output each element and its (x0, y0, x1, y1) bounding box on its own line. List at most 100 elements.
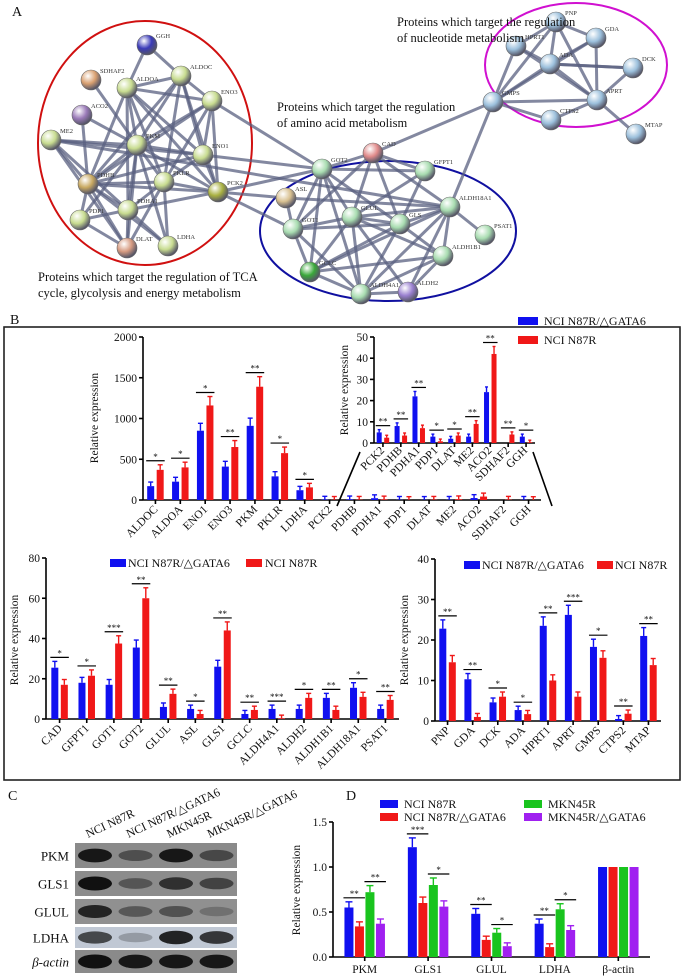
y-axis-label: Relative expression (291, 845, 303, 936)
caption-nucleotide-1: Proteins which target the regulation (397, 15, 576, 29)
y-tick-label: 60 (29, 593, 41, 605)
x-tick-label: ASL (177, 723, 201, 747)
protein-node (545, 11, 567, 33)
network-edge (211, 99, 323, 171)
protein-label: SDHAF2 (100, 68, 125, 75)
bar-GDA (464, 679, 472, 721)
bar-ACO2 (491, 353, 497, 443)
protein-label: ENO3 (221, 89, 238, 96)
y-tick-label: 0 (34, 714, 40, 726)
x-tick-label: LDHA (539, 964, 572, 976)
significance-stars: ** (544, 604, 554, 614)
significance-stars: * (524, 421, 529, 431)
bar-GMPS (589, 646, 597, 721)
x-tick-label: GOT2 (117, 722, 146, 751)
network-edge (350, 152, 375, 218)
bar-PSAT1 (386, 699, 394, 719)
significance-stars: *** (107, 623, 121, 633)
bar-PKLR (271, 476, 279, 500)
network-edge (372, 100, 494, 155)
blot-band (78, 848, 112, 863)
x-tick-label: PDP1 (382, 503, 410, 531)
x-tick-label: MTAP (623, 725, 653, 755)
inset-legend: NCI N87R/△GATA6 NCI N87R (518, 314, 646, 347)
network-edge (292, 222, 401, 231)
bar-LDHA (305, 487, 313, 500)
significance-stars: ** (381, 683, 391, 693)
panel-b-frame (3, 326, 681, 781)
tca-group-ring (37, 20, 253, 266)
bar-GLUL (471, 913, 481, 957)
bar-PKM (375, 923, 385, 957)
protein-interaction-network: GGH SDHAF2 ALDOA ALDOC ENO3 ACO2 ME2 PKM ENO1 PKL… (37, 2, 668, 305)
protein-node (207, 181, 229, 203)
protein-label: ENO1 (212, 143, 229, 150)
protein-node (439, 196, 461, 218)
legend-swatch-blue (518, 317, 538, 325)
network-edge (308, 168, 324, 273)
network-edge (351, 169, 426, 219)
significance-stars: *** (566, 592, 580, 602)
caption-amino-2: of amino acid metabolism (277, 116, 407, 130)
significance-stars: * (496, 679, 501, 689)
blot-band (159, 877, 193, 890)
significance-stars: ** (486, 333, 496, 343)
bar-DLAT (455, 435, 461, 443)
bar-GLS1 (407, 847, 417, 957)
y-axis-label: Relative expression (339, 345, 351, 436)
significance-stars: * (596, 626, 601, 636)
bar-ACO2 (470, 498, 478, 500)
bar-PDHA1 (371, 498, 379, 500)
network-edge (86, 87, 129, 185)
protein-label: GOT1 (302, 217, 319, 224)
protein-label: ACO2 (91, 103, 108, 110)
bar-HPRT1 (539, 625, 547, 721)
network-edge (87, 182, 219, 194)
amino-acid-group-ring (259, 160, 517, 302)
network-edge (291, 151, 375, 231)
bar-CAD (51, 667, 59, 719)
protein-node (299, 261, 321, 283)
bar-GLUL (481, 939, 491, 957)
protein-label: APRT (606, 88, 622, 95)
nucleotide-group-ring (484, 2, 668, 128)
protein-label: ALDH18A1 (459, 195, 492, 202)
protein-node (585, 27, 607, 49)
blot-band (118, 906, 153, 917)
bar-GGH (519, 436, 525, 443)
protein-node (117, 199, 139, 221)
significance-stars: ** (396, 410, 406, 420)
bar-PNP (439, 628, 447, 721)
protein-label: GOT2 (331, 157, 348, 164)
significance-stars: ** (477, 896, 487, 906)
protein-node (77, 173, 99, 195)
y-tick-label: 80 (29, 553, 41, 565)
bar-GLUL (159, 706, 167, 719)
protein-label: PDHA1 (137, 198, 158, 205)
x-tick-label: GLS1 (200, 722, 228, 750)
y-tick-label: 0.5 (313, 907, 328, 919)
network-edge (202, 153, 323, 171)
bar-ALDOA (172, 481, 180, 500)
significance-stars: * (500, 916, 505, 926)
panel-b-letter: B (10, 313, 19, 328)
bar-GCLC (241, 713, 249, 719)
bar-APRT (574, 696, 582, 721)
y-tick-label: 30 (418, 595, 430, 607)
bar-GLS1 (428, 885, 438, 957)
significance-stars: * (521, 693, 526, 703)
x-tick-label: GGH (508, 504, 534, 530)
protein-node (201, 90, 223, 112)
blot-band (78, 931, 112, 944)
protein-node (397, 281, 419, 303)
significance-stars: * (193, 692, 198, 702)
protein-label: GLUL (361, 205, 378, 212)
bar-ACO2 (480, 496, 488, 500)
protein-node (153, 171, 175, 193)
bar-ASL (196, 713, 204, 719)
blot-band (199, 906, 234, 917)
network-edge (135, 144, 170, 247)
